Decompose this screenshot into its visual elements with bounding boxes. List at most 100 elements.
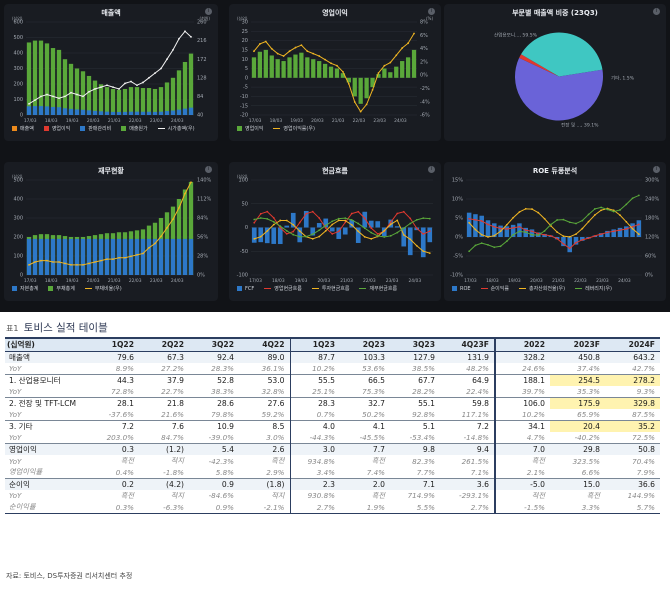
y-tick-label: 15 xyxy=(242,48,248,54)
bar xyxy=(164,111,170,115)
table-cell: 3.4% xyxy=(316,467,335,477)
legend-swatch xyxy=(452,286,457,291)
bar xyxy=(134,111,140,115)
legend-item[interactable]: 투자현금흐름 xyxy=(311,285,349,292)
legend-item[interactable]: 시가총액(우) xyxy=(157,125,195,132)
row-label: 1. 산업용모니터 xyxy=(5,373,89,386)
legend-label: 자본총계 xyxy=(20,286,39,292)
series-point xyxy=(549,223,552,226)
series-point xyxy=(568,221,571,224)
info-icon[interactable]: i xyxy=(428,8,435,15)
series-point xyxy=(294,46,297,49)
series-line xyxy=(469,218,640,250)
legend-item[interactable]: 영업이익률(우) xyxy=(273,125,315,132)
series-point xyxy=(279,225,282,228)
legend-item[interactable]: FCF xyxy=(237,285,254,292)
info-icon[interactable]: i xyxy=(205,166,212,173)
info-icon[interactable]: i xyxy=(205,8,212,15)
legend-item[interactable]: 영업이익 xyxy=(237,125,263,132)
bar xyxy=(62,108,68,115)
legend-item[interactable]: 자본총계 xyxy=(12,285,38,292)
legend-item[interactable]: 부채총계 xyxy=(48,285,75,292)
info-icon[interactable]: i xyxy=(428,166,435,173)
table-cell: 흑전 xyxy=(371,456,385,466)
series-point xyxy=(376,234,379,237)
series-point xyxy=(64,95,66,98)
info-icon[interactable]: i xyxy=(653,8,660,15)
table-cell: 0.3% xyxy=(89,501,139,514)
bar xyxy=(38,40,44,115)
bar xyxy=(152,88,158,115)
y-tick-label: 100 xyxy=(13,254,23,260)
x-tick-label: 23/03 xyxy=(150,118,163,124)
legend-swatch xyxy=(480,288,488,289)
legend-item[interactable]: 매출액 xyxy=(12,125,34,132)
bar xyxy=(104,238,110,275)
bar xyxy=(176,70,182,115)
table-cell: 흑전 xyxy=(239,455,291,467)
series-point xyxy=(190,181,192,184)
series-point xyxy=(258,43,261,45)
header-2q23: 2Q23 xyxy=(340,337,390,352)
y2-tick-label: 2% xyxy=(420,59,428,65)
series-point xyxy=(363,227,366,230)
series-point xyxy=(52,95,54,98)
y-tick-label: -20 xyxy=(240,113,248,119)
legend-item[interactable]: 총자산회전율(우) xyxy=(518,285,565,292)
legend-item[interactable]: 매출원가 xyxy=(121,125,148,132)
row-label: 영업이익률 xyxy=(9,467,43,477)
bar xyxy=(517,223,522,237)
bar xyxy=(152,238,158,275)
legend-item[interactable]: 판매관리비 xyxy=(80,125,111,132)
series-point xyxy=(468,217,471,220)
legend-swatch xyxy=(84,288,92,289)
y2-tick-label: 0% xyxy=(197,273,205,279)
table-cell: 25.1% xyxy=(312,386,335,396)
y2-tick-label: 180% xyxy=(645,216,660,222)
legend-item[interactable]: 영업현금흐름 xyxy=(264,285,302,292)
bar xyxy=(140,238,146,275)
series-point xyxy=(581,219,584,222)
legend-item[interactable]: 부채비율(우) xyxy=(84,285,122,292)
series-line xyxy=(28,30,192,105)
legend-item[interactable]: 재무현금흐름 xyxy=(359,285,397,292)
y-tick-label: 100 xyxy=(238,178,248,184)
legend-item[interactable]: ROE xyxy=(452,285,471,292)
row-label: YoY xyxy=(9,410,22,420)
bar xyxy=(617,227,623,237)
series-point xyxy=(353,101,356,103)
legend-item[interactable]: 순이익률 xyxy=(480,285,509,292)
series-point xyxy=(318,217,321,219)
table-cell: 9.3% xyxy=(636,386,655,396)
info-icon[interactable]: i xyxy=(653,166,660,173)
bar xyxy=(74,68,80,115)
bar xyxy=(364,77,369,99)
table-cell: 3.0% xyxy=(239,432,291,444)
table-cell: 930.8% xyxy=(307,491,335,501)
table-cell: 8.5 xyxy=(239,420,291,433)
series-line xyxy=(468,194,640,252)
panel-pie: 부문별 매출액 비중 (23Q3) i 산업용모니..., 59.5% 기타, 1.5… xyxy=(444,4,666,141)
table-cell: 79.8% xyxy=(211,410,234,420)
series-point xyxy=(625,228,628,230)
legend-item[interactable]: 영업이익 xyxy=(43,125,70,132)
series-point xyxy=(413,32,415,35)
series-line xyxy=(253,211,430,235)
series-point xyxy=(52,261,54,263)
y-tick-label: -10 xyxy=(240,94,248,100)
table-cell: -293.1% xyxy=(440,490,496,502)
bar xyxy=(98,111,104,115)
table-cell: 0.9 xyxy=(189,478,239,491)
series-point xyxy=(285,229,288,232)
x-tick-label: 22/03 xyxy=(574,278,587,284)
bar xyxy=(158,111,164,115)
table-cell: 6.6% xyxy=(581,467,600,477)
table-cell: 21.8 xyxy=(139,396,189,409)
series-point xyxy=(184,192,186,195)
bar xyxy=(504,226,510,237)
chart-legend: 매출액 영업이익 판매관리비 매출원가 시가총액(우) xyxy=(12,125,210,132)
x-tick-label: 24/03 xyxy=(618,278,631,284)
series-point xyxy=(350,212,353,215)
legend-item[interactable]: 레버리지(우) xyxy=(575,285,612,292)
series-point xyxy=(88,90,90,93)
